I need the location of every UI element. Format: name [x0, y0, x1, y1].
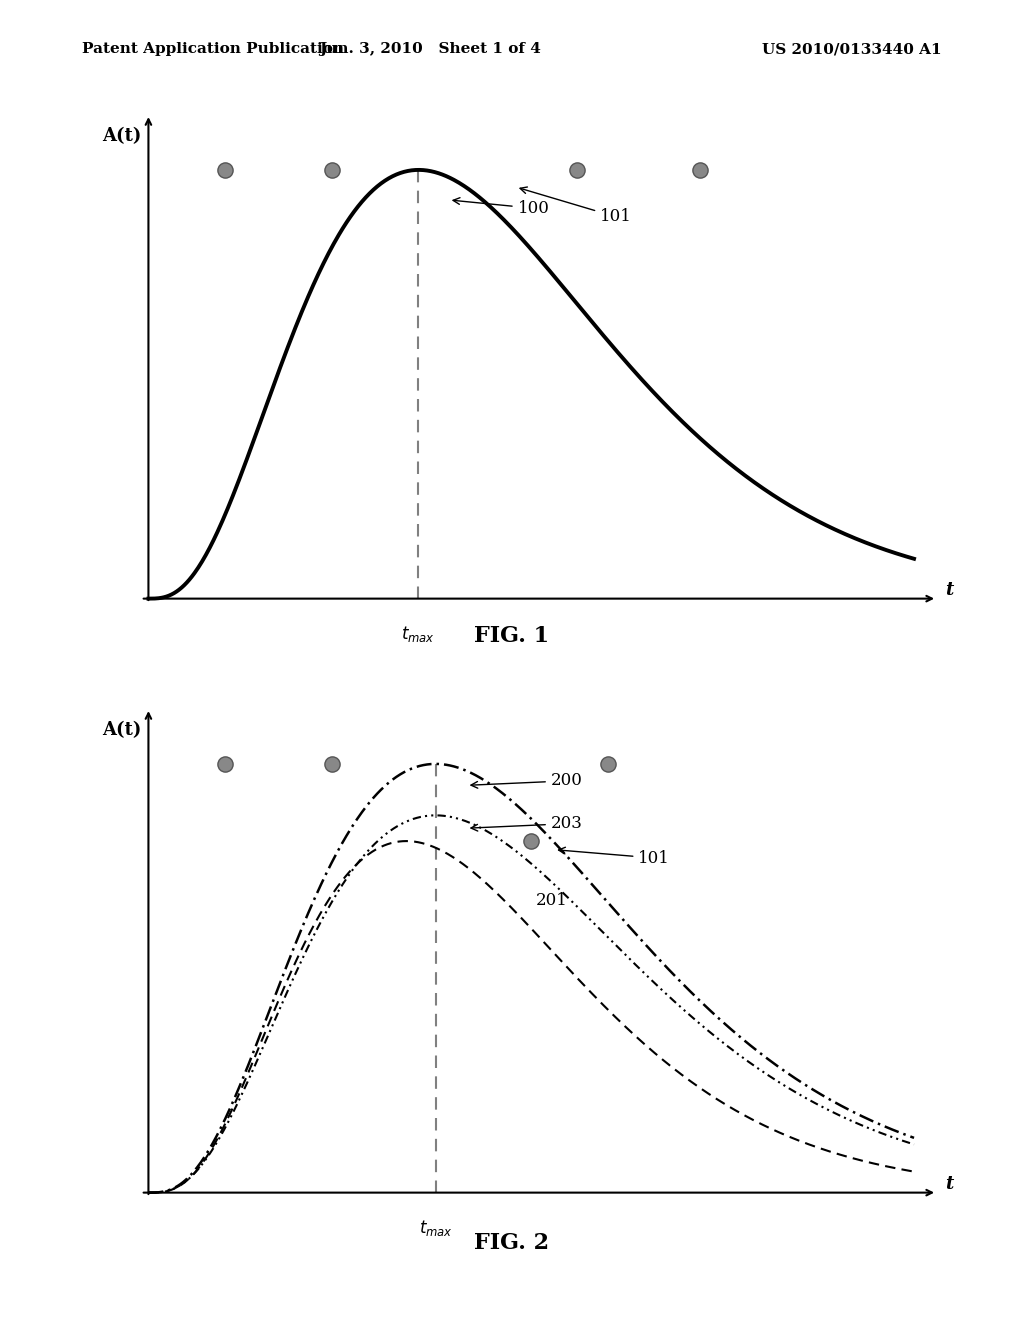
- Point: [691, 160, 708, 181]
- 101: [908, 1164, 921, 1180]
- Text: FIG. 2: FIG. 2: [474, 1232, 550, 1254]
- 200: [430, 756, 442, 772]
- 101: [489, 884, 502, 900]
- 200: [489, 780, 502, 796]
- Text: A(t): A(t): [102, 721, 142, 739]
- 203: [430, 808, 442, 824]
- 200: [595, 887, 607, 903]
- Text: FIG. 1: FIG. 1: [474, 624, 550, 647]
- 200: [654, 953, 667, 969]
- 200: [908, 1130, 921, 1146]
- Point: [600, 754, 616, 775]
- Text: 201: 201: [536, 892, 567, 909]
- Point: [523, 830, 540, 851]
- Text: 101: 101: [520, 187, 632, 226]
- 101: [654, 1051, 667, 1067]
- Point: [324, 754, 340, 775]
- 101: [400, 833, 413, 849]
- 203: [278, 991, 290, 1007]
- Text: A(t): A(t): [102, 127, 142, 145]
- Text: 200: 200: [471, 772, 583, 789]
- Text: Patent Application Publication: Patent Application Publication: [82, 42, 344, 57]
- Text: $t_{max}$: $t_{max}$: [419, 1218, 453, 1238]
- Point: [324, 160, 340, 181]
- 203: [720, 1038, 732, 1053]
- 203: [908, 1137, 921, 1152]
- Point: [217, 160, 233, 181]
- Line: 101: 101: [148, 841, 914, 1193]
- Text: t: t: [945, 581, 953, 599]
- 203: [654, 981, 667, 997]
- 200: [339, 830, 351, 846]
- 101: [720, 1097, 732, 1113]
- 101: [339, 869, 351, 884]
- 203: [489, 829, 502, 845]
- Text: 101: 101: [558, 847, 671, 866]
- Text: Jun. 3, 2010   Sheet 1 of 4: Jun. 3, 2010 Sheet 1 of 4: [319, 42, 541, 57]
- Text: t: t: [945, 1175, 953, 1193]
- 203: [142, 1185, 155, 1201]
- 200: [278, 965, 290, 981]
- Text: 203: 203: [471, 816, 583, 832]
- 200: [142, 1185, 155, 1201]
- Line: 200: 200: [148, 764, 914, 1193]
- Point: [217, 754, 233, 775]
- 200: [720, 1018, 732, 1034]
- Text: $t_{max}$: $t_{max}$: [401, 624, 435, 644]
- 101: [595, 995, 607, 1011]
- Line: 203: 203: [148, 816, 914, 1193]
- 101: [278, 979, 290, 995]
- 203: [339, 873, 351, 888]
- 203: [595, 923, 607, 939]
- Text: US 2010/0133440 A1: US 2010/0133440 A1: [763, 42, 942, 57]
- 101: [142, 1185, 155, 1201]
- Point: [569, 160, 586, 181]
- Text: 100: 100: [453, 198, 550, 216]
